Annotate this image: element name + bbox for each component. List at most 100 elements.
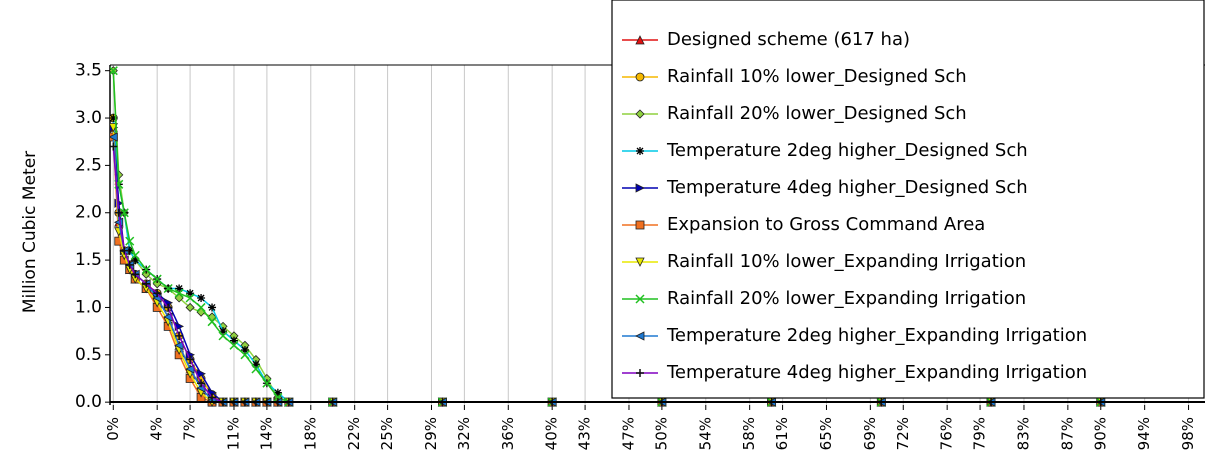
- legend-marker: [635, 35, 645, 45]
- data-point: [131, 270, 140, 279]
- data-point: [208, 393, 217, 402]
- x-tick-label: 83%: [1014, 417, 1032, 450]
- data-point: [174, 288, 184, 298]
- x-tick-label: 43%: [576, 417, 594, 450]
- x-tick-label: 4%: [148, 417, 166, 441]
- x-tick-label: 72%: [894, 417, 912, 450]
- data-point: [219, 327, 228, 336]
- x-tick-label: 58%: [740, 417, 758, 450]
- x-tick-label: 90%: [1091, 417, 1109, 450]
- y-tick-label: 0.5: [75, 345, 102, 365]
- y-tick-label: 1.5: [75, 250, 102, 270]
- x-tick-label: 32%: [455, 417, 473, 450]
- data-point: [141, 265, 151, 275]
- legend-label: Rainfall 10% lower_Expanding Irrigation: [667, 251, 1026, 272]
- x-tick-label: 98%: [1179, 417, 1197, 450]
- x-tick-label: 65%: [817, 417, 835, 450]
- x-tick-label: 94%: [1135, 417, 1153, 450]
- x-tick-label: 69%: [861, 417, 879, 450]
- x-tick-label: 50%: [652, 417, 670, 450]
- legend-marker: [635, 220, 645, 230]
- legend-marker: [635, 294, 645, 304]
- legend-marker: [635, 72, 645, 82]
- data-point: [119, 208, 129, 218]
- data-point: [251, 360, 260, 369]
- data-point: [114, 208, 123, 217]
- legend-marker: [636, 369, 644, 377]
- data-point: [185, 302, 195, 313]
- x-tick-label: 79%: [971, 417, 989, 450]
- legend-label: Temperature 4deg higher_Designed Sch: [666, 177, 1028, 198]
- legend-marker: [635, 109, 645, 119]
- data-point: [153, 289, 162, 298]
- data-point: [152, 274, 162, 284]
- data-point: [186, 355, 195, 364]
- legend-label: Expansion to Gross Command Area: [667, 214, 985, 235]
- data-point: [175, 331, 184, 340]
- x-tick-label: 29%: [422, 417, 440, 450]
- legend-marker: [635, 183, 645, 193]
- data-point: [197, 379, 206, 388]
- data-point: [251, 364, 261, 374]
- x-tick-label: 18%: [301, 417, 319, 450]
- data-point: [125, 260, 134, 269]
- data-point: [240, 346, 249, 355]
- data-point: [131, 256, 140, 265]
- data-point: [218, 331, 228, 341]
- x-tick-label: 47%: [619, 417, 637, 450]
- data-point: [207, 317, 217, 327]
- legend-label: Temperature 2deg higher_Designed Sch: [666, 140, 1028, 161]
- data-point: [186, 289, 195, 298]
- data-point: [229, 336, 238, 345]
- data-point: [262, 378, 272, 388]
- x-tick-label: 54%: [696, 417, 714, 450]
- legend-marker: [635, 331, 645, 341]
- data-point: [175, 284, 184, 293]
- y-tick-label: 2.0: [75, 203, 102, 223]
- data-point: [125, 246, 134, 255]
- y-tick-label: 2.5: [75, 155, 102, 175]
- legend-label: Rainfall 10% lower_Designed Sch: [667, 66, 967, 87]
- data-point: [185, 293, 195, 303]
- x-tick-label: 61%: [773, 417, 791, 450]
- data-point: [120, 246, 129, 255]
- data-point: [125, 236, 135, 246]
- y-tick-label: 1.0: [75, 297, 102, 317]
- x-tick-label: 11%: [224, 417, 242, 450]
- legend-marker: [636, 147, 644, 155]
- data-point: [110, 66, 118, 76]
- data-point: [163, 283, 173, 294]
- x-tick-label: 76%: [938, 417, 956, 450]
- data-point: [273, 388, 282, 397]
- x-tick-label: 22%: [345, 417, 363, 450]
- legend-label: Designed scheme (617 ha): [667, 29, 910, 50]
- x-tick-label: 14%: [257, 417, 275, 450]
- y-tick-label: 3.0: [75, 108, 102, 128]
- y-tick-label: 0.0: [75, 392, 102, 412]
- data-point: [240, 350, 250, 360]
- data-point: [110, 132, 118, 142]
- legend-label: Rainfall 20% lower_Designed Sch: [667, 103, 967, 124]
- legend-marker: [635, 257, 645, 267]
- data-point: [130, 250, 140, 260]
- x-tick-label: 7%: [181, 417, 199, 441]
- data-point: [196, 302, 206, 312]
- x-tick-label: 87%: [1058, 417, 1076, 450]
- legend-label: Rainfall 20% lower_Expanding Irrigation: [667, 288, 1026, 309]
- legend-label: Temperature 2deg higher_Expanding Irriga…: [666, 325, 1087, 346]
- y-tick-label: 3.5: [75, 61, 102, 81]
- x-tick-label: 25%: [378, 417, 396, 450]
- y-axis-label: Million Cubic Meter: [20, 151, 40, 313]
- data-point: [110, 114, 118, 123]
- data-point: [208, 303, 217, 312]
- legend-box: [611, 0, 1205, 399]
- data-point: [110, 142, 118, 151]
- x-tick-label: 40%: [543, 417, 561, 450]
- data-point: [197, 293, 206, 302]
- data-point: [164, 303, 173, 312]
- data-point: [229, 340, 239, 350]
- x-tick-label: 0%: [104, 417, 122, 441]
- x-tick-label: 36%: [499, 417, 517, 450]
- data-point: [142, 279, 151, 288]
